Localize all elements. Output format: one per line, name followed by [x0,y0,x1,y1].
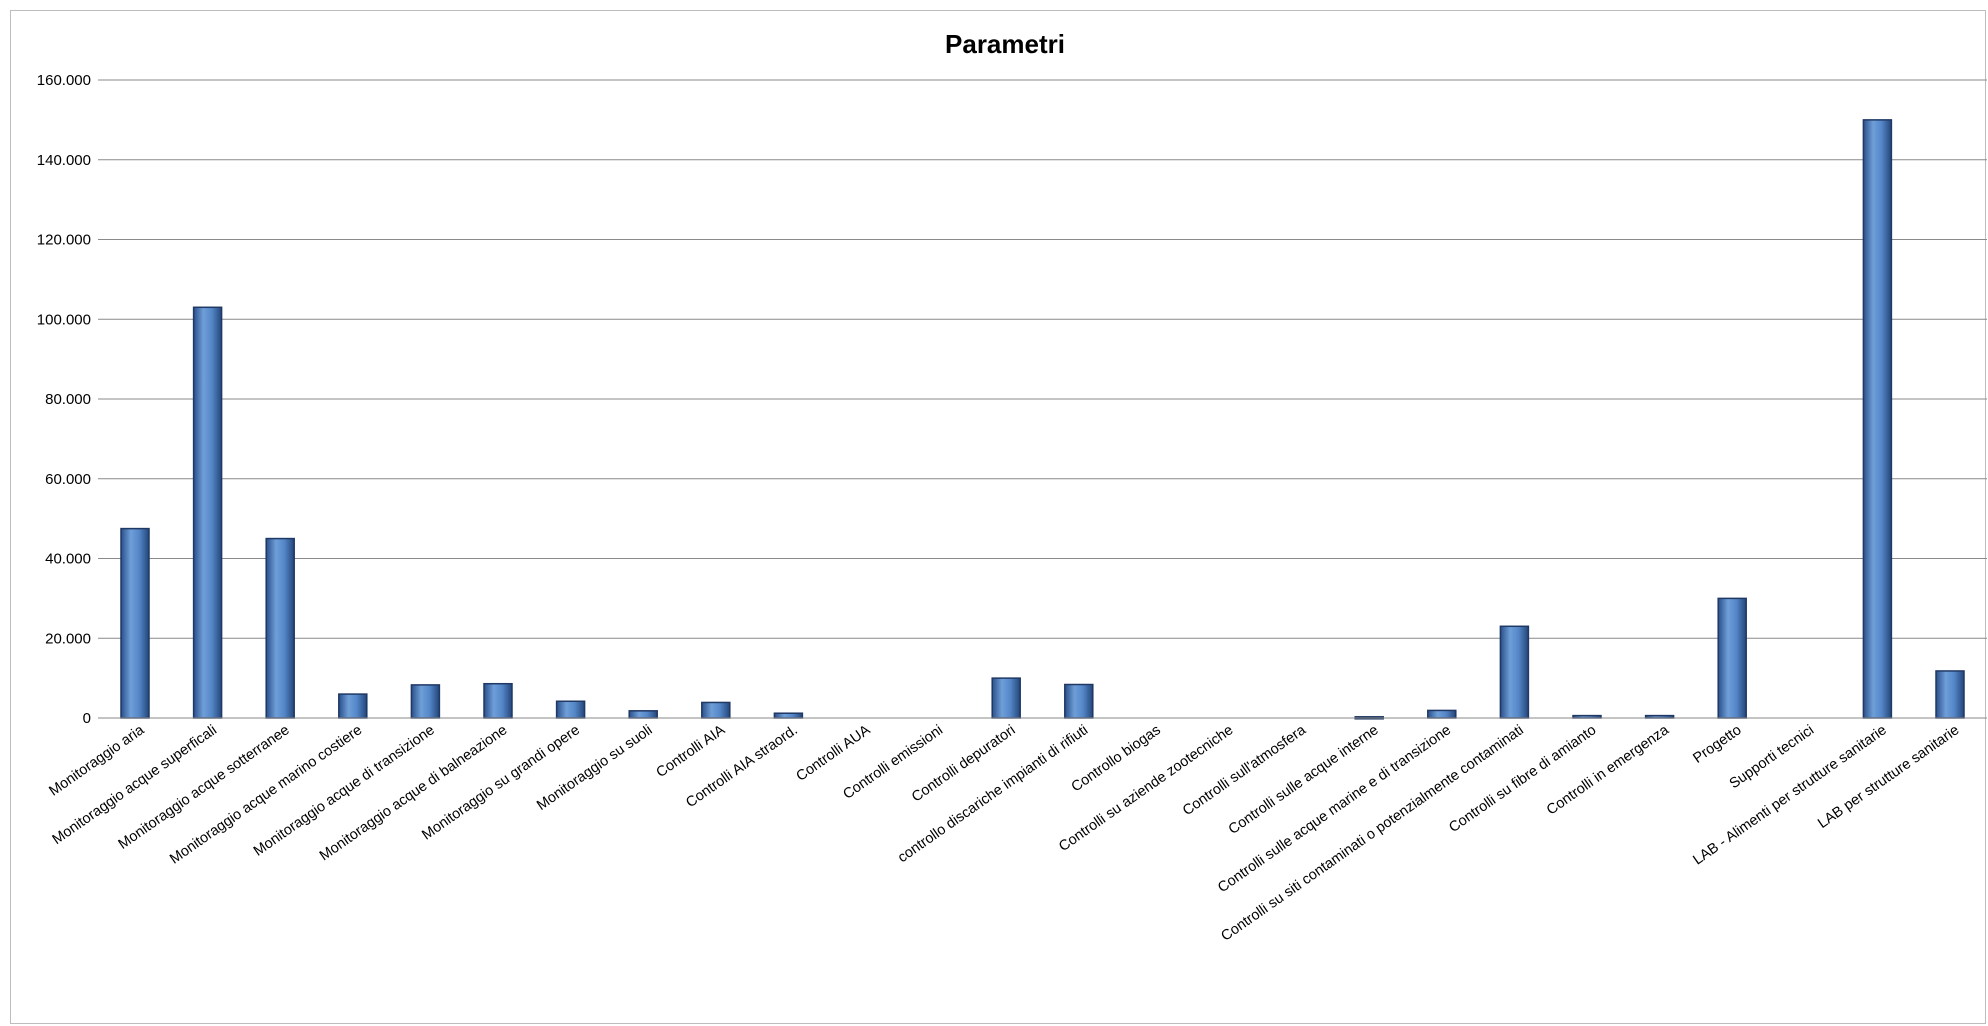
bar [991,677,1021,719]
bar [1499,625,1530,719]
x-category-label: Progetto [1690,722,1744,767]
bar [555,700,586,719]
x-category-label: Monitoraggio su suoli [534,722,655,814]
y-tick-label: 160.000 [37,72,91,89]
bar [483,682,513,719]
y-tick-label: 60.000 [45,471,91,488]
chart-title: Parametri [945,29,1065,59]
bar [410,684,441,719]
y-axis-ticks: 0 20.000 40.000 60.000 80.000 100.000 120.000 1… [37,72,91,727]
y-tick-label: 20.000 [45,630,91,647]
y-tick-label: 100.000 [37,311,91,328]
x-category-label: Controlli su fibre di amianto [1446,722,1599,836]
y-tick-label: 140.000 [37,152,91,169]
bar [1427,709,1457,719]
bar [1717,597,1747,719]
bar [1935,670,1965,719]
bar [773,712,804,719]
x-category-label: Controlli sull'atmosfera [1180,722,1310,820]
bar [265,537,295,719]
bar [1064,683,1094,719]
chart-frame: Parametri 0 20.000 40.000 60.000 80.000 100.0… [10,10,1987,1024]
y-tick-label: 0 [83,710,91,727]
y-tick-label: 120.000 [37,232,91,249]
x-category-label: LAB per strutture sanitarie [1815,722,1962,832]
bars [120,119,1965,720]
bar [1862,119,1893,719]
y-tick-label: 80.000 [45,391,91,408]
y-tick-label: 40.000 [45,551,91,568]
bar-chart: Parametri 0 20.000 40.000 60.000 80.000 100.0… [37,29,1987,945]
bar [628,710,658,719]
grid-lines [98,79,1987,639]
bar [338,693,368,719]
bar [192,306,223,719]
x-category-label: Controlli in emergenza [1544,722,1673,819]
x-category-label: Controlli AIA [654,722,729,781]
bar [701,701,731,719]
bar [120,527,150,719]
